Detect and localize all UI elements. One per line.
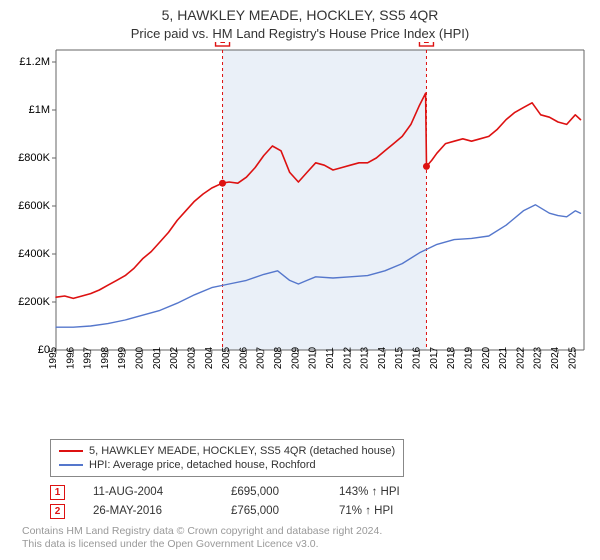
marker-pct: 143% ↑ HPI <box>339 486 419 498</box>
svg-text:2020: 2020 <box>481 347 492 370</box>
legend-label: HPI: Average price, detached house, Roch… <box>89 459 316 471</box>
svg-text:2022: 2022 <box>515 347 526 370</box>
marker-badge: 2 <box>50 504 65 519</box>
svg-text:1997: 1997 <box>83 347 94 370</box>
legend-swatch-hpi <box>59 464 83 466</box>
legend-swatch-property <box>59 450 83 452</box>
svg-text:2024: 2024 <box>550 347 561 370</box>
svg-text:2003: 2003 <box>186 347 197 370</box>
marker-price: £765,000 <box>231 505 311 517</box>
svg-text:2005: 2005 <box>221 347 232 370</box>
svg-text:2004: 2004 <box>204 347 215 370</box>
svg-text:£1M: £1M <box>29 104 50 116</box>
svg-text:2006: 2006 <box>238 347 249 370</box>
chart-subtitle: Price paid vs. HM Land Registry's House … <box>10 25 590 43</box>
svg-text:1998: 1998 <box>100 347 111 370</box>
svg-text:2011: 2011 <box>325 347 336 369</box>
svg-text:2001: 2001 <box>152 347 163 370</box>
marker-pct: 71% ↑ HPI <box>339 505 419 517</box>
svg-text:1995: 1995 <box>48 347 59 370</box>
svg-text:2015: 2015 <box>394 347 405 370</box>
svg-text:2021: 2021 <box>498 347 509 370</box>
svg-text:2002: 2002 <box>169 347 180 370</box>
svg-text:2019: 2019 <box>463 347 474 370</box>
legend-item: HPI: Average price, detached house, Roch… <box>59 458 395 472</box>
svg-text:2018: 2018 <box>446 347 457 370</box>
svg-text:2017: 2017 <box>429 347 440 370</box>
footer-line: This data is licensed under the Open Gov… <box>22 538 578 552</box>
svg-text:2013: 2013 <box>360 347 371 370</box>
svg-text:2000: 2000 <box>135 347 146 370</box>
table-row: 2 26-MAY-2016 £765,000 71% ↑ HPI <box>50 502 578 521</box>
marker-price: £695,000 <box>231 486 311 498</box>
legend-label: 5, HAWKLEY MEADE, HOCKLEY, SS5 4QR (deta… <box>89 445 395 457</box>
svg-text:1999: 1999 <box>117 347 128 370</box>
svg-text:2010: 2010 <box>308 347 319 370</box>
svg-text:£400K: £400K <box>18 248 50 260</box>
svg-text:2: 2 <box>424 42 430 46</box>
svg-text:£800K: £800K <box>18 152 50 164</box>
svg-text:£600K: £600K <box>18 200 50 212</box>
footer-attribution: Contains HM Land Registry data © Crown c… <box>22 525 578 552</box>
svg-text:2012: 2012 <box>342 347 353 370</box>
svg-text:2016: 2016 <box>412 347 423 370</box>
marker-table: 1 11-AUG-2004 £695,000 143% ↑ HPI 2 26-M… <box>50 483 578 521</box>
chart-title: 5, HAWKLEY MEADE, HOCKLEY, SS5 4QR <box>10 6 590 25</box>
table-row: 1 11-AUG-2004 £695,000 143% ↑ HPI <box>50 483 578 502</box>
svg-text:2007: 2007 <box>256 347 267 370</box>
svg-text:2009: 2009 <box>290 347 301 370</box>
svg-text:2023: 2023 <box>533 347 544 370</box>
marker-date: 26-MAY-2016 <box>93 505 203 517</box>
svg-text:£200K: £200K <box>18 296 50 308</box>
marker-badge: 1 <box>50 485 65 500</box>
chart-area: £0£200K£400K£600K£800K£1M£1.2M1995199619… <box>10 42 590 434</box>
svg-text:2025: 2025 <box>567 347 578 370</box>
svg-text:2014: 2014 <box>377 347 388 370</box>
svg-text:1996: 1996 <box>65 347 76 370</box>
svg-text:£1.2M: £1.2M <box>19 56 50 68</box>
svg-text:1: 1 <box>220 42 226 46</box>
footer-line: Contains HM Land Registry data © Crown c… <box>22 525 578 539</box>
svg-text:2008: 2008 <box>273 347 284 370</box>
legend: 5, HAWKLEY MEADE, HOCKLEY, SS5 4QR (deta… <box>50 439 404 477</box>
legend-item: 5, HAWKLEY MEADE, HOCKLEY, SS5 4QR (deta… <box>59 444 395 458</box>
chart-title-block: 5, HAWKLEY MEADE, HOCKLEY, SS5 4QR Price… <box>10 6 590 42</box>
marker-date: 11-AUG-2004 <box>93 486 203 498</box>
